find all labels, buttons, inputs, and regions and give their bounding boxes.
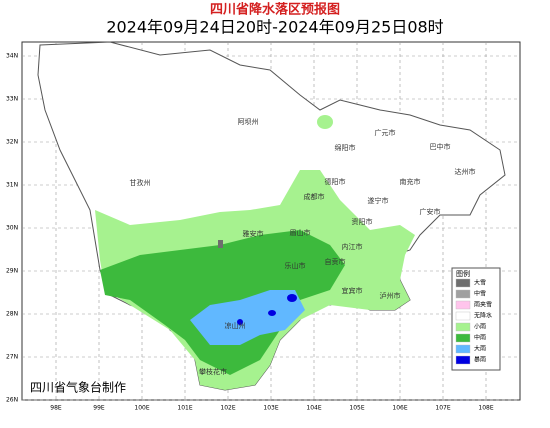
lon-label: 100E [134, 405, 149, 412]
lat-label: 27N [6, 354, 18, 361]
city-label: 凉山州 [225, 321, 246, 330]
city-label: 广元市 [375, 128, 396, 137]
city-label: 遂宁市 [368, 196, 389, 205]
lon-label: 104E [306, 405, 321, 412]
lon-label: 106E [392, 405, 407, 412]
legend-swatch [455, 311, 471, 321]
lon-label: 108E [478, 405, 493, 412]
lat-label: 28N [6, 311, 18, 318]
lon-label: 102E [220, 405, 235, 412]
legend-label: 暴雨 [474, 357, 486, 364]
city-label: 自贡市 [325, 257, 346, 266]
lon-label: 98E [50, 405, 62, 412]
lat-label: 29N [6, 268, 18, 275]
city-label: 绵阳市 [335, 143, 356, 152]
lon-label: 105E [349, 405, 364, 412]
lon-label: 103E [263, 405, 278, 412]
legend-label: 小雨 [474, 323, 486, 331]
lon-label: 107E [435, 405, 450, 412]
legend-label: 无降水 [474, 312, 492, 320]
lat-label: 33N [6, 96, 18, 103]
title: 四川省降水落区预报图 [210, 2, 340, 18]
city-label: 阿坝州 [238, 117, 259, 126]
city-label: 达州市 [455, 167, 476, 176]
legend-swatch [455, 300, 471, 310]
lat-label: 30N [6, 225, 18, 232]
moderate-rain-area [100, 230, 345, 375]
heavy-rain-area [190, 290, 305, 345]
legend-swatch [455, 278, 471, 288]
subtitle: 2024年09月24日20时-2024年09月25日08时 [106, 18, 443, 37]
legend-label: 大雪 [474, 279, 486, 287]
city-label: 雅安市 [243, 229, 264, 238]
legend-label: 中雪 [474, 290, 486, 298]
legend-swatch [455, 344, 471, 354]
lon-label: 101E [177, 405, 192, 412]
city-label: 眉山市 [290, 228, 311, 237]
city-label: 乐山市 [285, 261, 306, 270]
city-label: 成都市 [304, 192, 325, 201]
snow-area [218, 240, 223, 248]
legend-label: 大雨 [474, 345, 486, 353]
city-label: 南充市 [400, 177, 421, 186]
legend-label: 中雨 [474, 334, 486, 342]
light-rain-area [317, 115, 333, 129]
legend-swatch [455, 333, 471, 343]
legend-swatch [455, 355, 471, 365]
rainstorm-area [287, 294, 297, 302]
city-label: 德阳市 [325, 177, 346, 186]
lon-label: 99E [93, 405, 105, 412]
legend-label: 雨夹雪 [474, 301, 492, 309]
legend-swatch [455, 322, 471, 332]
legend-swatch [455, 289, 471, 299]
city-label: 巴中市 [430, 142, 451, 151]
city-label: 宜宾市 [342, 286, 363, 295]
city-label: 泸州市 [380, 291, 401, 300]
city-label: 攀枝花市 [199, 367, 227, 376]
rainstorm-area [237, 319, 243, 325]
city-label: 内江市 [342, 242, 363, 251]
lat-label: 31N [6, 182, 18, 189]
lat-label: 26N [6, 397, 18, 404]
city-label: 甘孜州 [130, 178, 151, 187]
city-label: 资阳市 [352, 217, 373, 226]
lat-label: 32N [6, 139, 18, 146]
lat-label: 34N [6, 53, 18, 60]
legend-title: 图例 [456, 269, 470, 278]
city-label: 广安市 [420, 207, 441, 216]
footer: 四川省气象台制作 [30, 380, 126, 395]
rainstorm-area [268, 310, 276, 316]
